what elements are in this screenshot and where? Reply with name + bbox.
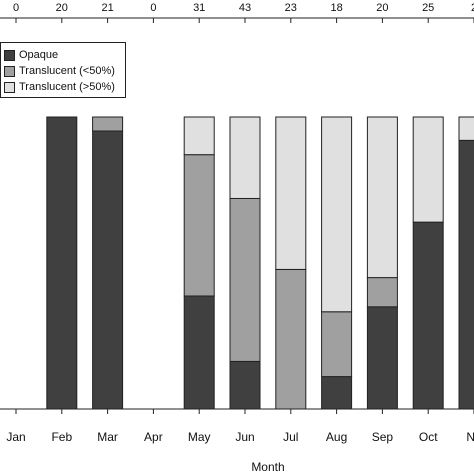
bar-sep-translucent-50 — [366, 116, 398, 279]
month-label-oct: Oct — [419, 430, 438, 444]
bottom-axis-months: Jan Feb Mar Apr May Jun Jul Aug Sep Oct Ne — [6, 409, 474, 444]
bars — [46, 116, 474, 410]
sample-size-label-jul: 23 — [285, 2, 297, 14]
bar-sep-translucent-50 — [366, 277, 398, 308]
legend: Opaque Translucent (<50%) Translucent (>… — [0, 42, 126, 98]
month-label-jun: Jun — [235, 430, 254, 444]
month-label-sep: Sep — [372, 430, 394, 444]
legend-item-translucent-lt50: Translucent (<50%) — [4, 64, 115, 78]
legend-label-opaque: Opaque — [19, 49, 59, 61]
bar-oct-opaque — [412, 221, 444, 410]
legend-item-opaque: Opaque — [4, 48, 58, 62]
bar-jun-opaque — [229, 360, 261, 410]
sample-size-label-oct: 25 — [422, 2, 434, 14]
bar-nov-translucent-50 — [458, 116, 474, 141]
sample-size-label-apr: 0 — [150, 2, 156, 14]
bar-may-translucent-50 — [183, 116, 215, 156]
sample-size-label-nov: 2 — [471, 2, 474, 14]
legend-swatch-opaque — [4, 49, 15, 61]
sample-size-label-mar: 21 — [101, 2, 113, 14]
bar-jul-translucent-50 — [275, 268, 307, 410]
bar-may-translucent-50 — [183, 154, 215, 297]
bar-oct-translucent-50 — [412, 116, 444, 223]
month-label-jan: Jan — [6, 430, 25, 444]
sample-size-label-sep: 20 — [376, 2, 388, 14]
bar-jun-translucent-50 — [229, 197, 261, 362]
legend-label-translucent-gt50: Translucent (>50%) — [19, 81, 115, 93]
legend-swatch-translucent-gt50 — [4, 81, 15, 93]
legend-label-translucent-lt50: Translucent (<50%) — [19, 65, 115, 77]
bar-aug-opaque — [321, 376, 353, 410]
month-label-feb: Feb — [51, 430, 72, 444]
sample-size-label-aug: 18 — [330, 2, 342, 14]
bar-jun-translucent-50 — [229, 116, 261, 199]
bar-mar-opaque — [92, 130, 124, 410]
bar-jul-translucent-50 — [275, 116, 307, 270]
bar-may-opaque — [183, 295, 215, 410]
sample-size-label-may: 31 — [193, 2, 205, 14]
legend-item-translucent-gt50: Translucent (>50%) — [4, 80, 115, 94]
bar-sep-opaque — [366, 306, 398, 410]
legend-swatch-translucent-lt50 — [4, 65, 15, 77]
month-label-aug: Aug — [326, 430, 347, 444]
x-axis-label: Month — [251, 460, 284, 474]
top-axis-sample-sizes: 0 20 21 0 31 43 23 18 20 25 2 — [13, 2, 474, 23]
bar-aug-translucent-50 — [321, 311, 353, 378]
sample-size-label-feb: 20 — [56, 2, 68, 14]
month-label-jul: Jul — [283, 430, 298, 444]
sample-size-label-jun: 43 — [239, 2, 251, 14]
month-label-nov: Ne — [466, 430, 474, 444]
month-label-may: May — [188, 430, 211, 444]
bar-aug-translucent-50 — [321, 116, 353, 313]
bar-mar-translucent-50 — [92, 116, 124, 132]
bar-nov-opaque — [458, 139, 474, 410]
month-label-apr: Apr — [144, 430, 163, 444]
month-label-mar: Mar — [97, 430, 118, 444]
bar-feb-opaque — [46, 116, 78, 410]
sample-size-label-jan: 0 — [13, 2, 19, 14]
